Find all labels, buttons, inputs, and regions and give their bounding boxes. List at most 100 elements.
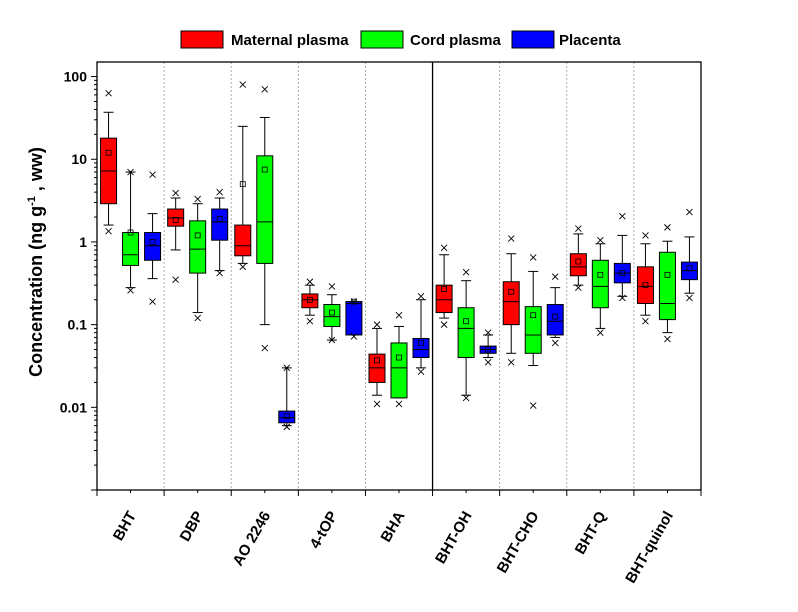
box-mean-marker (508, 288, 515, 295)
box-mean-marker (194, 232, 201, 239)
y-axis-title: Concentration (ng g-1 , ww) (26, 147, 46, 377)
box-mean-marker (239, 181, 246, 188)
box-iqr (301, 293, 319, 309)
box-mean-marker (575, 258, 582, 265)
outlier-marker (529, 254, 537, 261)
y-axis-title-tail: , ww) (26, 147, 46, 196)
outlier-marker (686, 294, 693, 302)
outlier-marker (529, 402, 537, 409)
outlier-marker (239, 81, 247, 88)
outlier-marker (551, 339, 559, 347)
box-iqr (412, 337, 430, 359)
box-iqr (435, 284, 453, 314)
y-tick-label: 0.01 (60, 399, 87, 415)
box-mean-marker (283, 413, 290, 420)
outlier-marker (440, 321, 448, 328)
box-mean-marker (418, 340, 424, 346)
box-mean-marker (463, 318, 470, 325)
x-category-label: BHT-Q (572, 508, 610, 557)
outlier-marker (149, 298, 156, 305)
x-category-label: AO 2246 (229, 509, 274, 570)
box-iqr (278, 410, 296, 424)
outlier-marker (575, 284, 582, 291)
outlier-marker (462, 268, 470, 276)
outlier-marker (440, 244, 448, 252)
legend-swatch-cord (360, 30, 404, 49)
box-mean-marker (350, 298, 357, 305)
outlier-marker (194, 314, 201, 322)
y-axis-title-superscript: -1 (26, 196, 38, 206)
box-mean-marker (396, 354, 402, 361)
outlier-marker (373, 400, 381, 408)
box-iqr (502, 281, 520, 326)
outlier-marker (216, 269, 223, 277)
outlier-marker (149, 171, 156, 179)
box-mean-marker (597, 271, 604, 278)
y-tick-label: 10 (71, 151, 87, 167)
outlier-marker (664, 335, 671, 343)
box-mean-marker (105, 149, 112, 156)
box-iqr (189, 220, 207, 274)
plot-frame (96, 61, 702, 491)
box-mean-marker (306, 296, 313, 303)
box-iqr (234, 224, 252, 257)
box-mean-marker (619, 270, 626, 276)
outlier-marker (216, 188, 223, 196)
box-mean-marker (374, 357, 380, 364)
outlier-marker (417, 368, 425, 375)
outlier-marker (462, 394, 470, 402)
box-mean-marker (328, 309, 335, 316)
outlier-marker (239, 263, 247, 271)
plot-area: 0.01 0.1 1 10 100 BHT DBP AO 2246 4-tOP BHA BHT-OH… (60, 61, 702, 587)
box-mean-marker (642, 282, 649, 289)
box-iqr (390, 342, 408, 399)
box-iqr (256, 155, 274, 264)
box-iqr (524, 306, 542, 354)
box-mean-marker (552, 313, 559, 320)
outlier-marker (105, 227, 112, 235)
outlier-marker (306, 317, 314, 325)
outlier-marker (642, 232, 649, 239)
outlier-marker (172, 189, 179, 197)
x-category-label: 4-tOP (307, 509, 342, 552)
box-mean-marker (149, 239, 156, 245)
legend-item: Placenta (511, 30, 621, 49)
outlier-marker (395, 311, 403, 319)
outlier-marker (507, 359, 515, 366)
outlier-marker (686, 208, 693, 216)
box-iqr (144, 232, 162, 261)
outlier-marker (551, 273, 559, 281)
box-mean-marker (686, 265, 693, 272)
outlier-marker (350, 298, 358, 305)
legend-swatch-placenta (511, 30, 555, 49)
y-tick-label: 0.1 (68, 317, 88, 333)
legend-label-maternal: Maternal plasma (231, 32, 349, 49)
box-mean-marker (172, 216, 179, 223)
y-tick-label: 1 (79, 234, 87, 250)
legend-label-placenta: Placenta (559, 32, 621, 49)
box-iqr (636, 266, 654, 305)
legend-swatch-maternal (180, 30, 224, 49)
outlier-marker (507, 235, 515, 242)
box-mean-marker (127, 229, 134, 236)
box-iqr (591, 259, 609, 309)
box-iqr (457, 307, 475, 359)
outlier-marker (105, 89, 112, 97)
legend-label-cord: Cord plasma (410, 32, 502, 49)
outlier-marker (417, 292, 425, 300)
x-category-label: BHT (110, 509, 140, 544)
y-tick-label: 100 (64, 69, 88, 85)
outlier-marker (484, 329, 492, 336)
x-category-label: DBP (177, 509, 208, 545)
box-mean-marker (216, 215, 223, 222)
x-category-label: BHT-quinol (622, 509, 677, 587)
outlier-marker (172, 276, 179, 283)
box-mean-marker (530, 312, 537, 319)
box-mean-marker (664, 271, 671, 278)
outlier-marker (484, 359, 492, 366)
outlier-marker (328, 283, 336, 290)
outlier-marker (575, 225, 582, 232)
outlier-marker (619, 212, 626, 220)
outlier-marker (261, 344, 269, 352)
